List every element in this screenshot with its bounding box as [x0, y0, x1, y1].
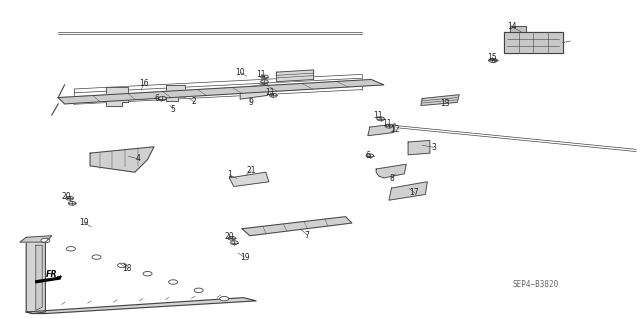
Text: 9: 9	[248, 98, 253, 107]
Text: 11: 11	[372, 111, 382, 121]
Circle shape	[169, 280, 177, 284]
Polygon shape	[36, 276, 61, 283]
Circle shape	[488, 58, 496, 62]
Circle shape	[228, 236, 236, 240]
Circle shape	[260, 75, 268, 79]
Text: 11: 11	[266, 88, 275, 97]
Text: SEP4−B3820: SEP4−B3820	[513, 280, 559, 289]
Text: 8: 8	[389, 174, 394, 183]
Text: 16: 16	[140, 79, 149, 88]
Text: 17: 17	[410, 188, 419, 197]
Polygon shape	[368, 124, 396, 136]
Circle shape	[68, 201, 76, 205]
Circle shape	[118, 263, 127, 268]
Circle shape	[230, 241, 238, 245]
Text: 10: 10	[236, 68, 245, 77]
Text: 12: 12	[390, 125, 400, 134]
Polygon shape	[26, 298, 256, 314]
Text: 2: 2	[192, 97, 196, 106]
Circle shape	[269, 93, 277, 97]
Text: 19: 19	[79, 218, 88, 227]
Polygon shape	[504, 32, 563, 53]
Circle shape	[366, 154, 374, 158]
Text: 18: 18	[122, 263, 132, 273]
Polygon shape	[510, 26, 526, 32]
Polygon shape	[229, 172, 269, 187]
Text: 4: 4	[136, 154, 140, 163]
Text: FR.: FR.	[45, 270, 60, 279]
Circle shape	[260, 80, 268, 84]
Text: 11: 11	[382, 119, 392, 129]
Circle shape	[66, 196, 74, 200]
Circle shape	[159, 97, 166, 100]
Circle shape	[92, 255, 101, 259]
Text: 20: 20	[225, 232, 234, 241]
Polygon shape	[240, 84, 268, 99]
Circle shape	[194, 288, 203, 293]
Text: 15: 15	[488, 53, 497, 62]
Text: 7: 7	[305, 231, 310, 240]
Text: 13: 13	[440, 99, 449, 108]
Text: 21: 21	[246, 166, 256, 175]
Polygon shape	[106, 87, 129, 107]
Circle shape	[143, 271, 152, 276]
Text: 1: 1	[227, 170, 232, 179]
Circle shape	[159, 97, 166, 100]
Text: 3: 3	[431, 143, 436, 152]
Polygon shape	[36, 245, 42, 310]
Text: 6: 6	[155, 94, 159, 103]
Polygon shape	[26, 241, 45, 314]
Circle shape	[490, 58, 497, 62]
Circle shape	[385, 124, 393, 128]
Polygon shape	[408, 140, 430, 155]
Text: 19: 19	[240, 253, 250, 262]
Text: 11: 11	[257, 70, 266, 79]
Text: 5: 5	[171, 105, 175, 114]
Polygon shape	[376, 164, 406, 178]
Text: 20: 20	[61, 191, 71, 201]
Circle shape	[377, 117, 385, 121]
Polygon shape	[242, 217, 352, 236]
Circle shape	[41, 238, 50, 243]
Polygon shape	[58, 79, 384, 104]
Polygon shape	[20, 236, 52, 242]
Circle shape	[67, 247, 76, 251]
Polygon shape	[389, 182, 428, 200]
Circle shape	[220, 296, 228, 301]
Text: 14: 14	[507, 22, 516, 31]
Text: 6: 6	[365, 151, 371, 160]
Polygon shape	[90, 147, 154, 172]
Polygon shape	[276, 70, 314, 82]
Polygon shape	[166, 85, 185, 101]
Polygon shape	[421, 95, 460, 106]
